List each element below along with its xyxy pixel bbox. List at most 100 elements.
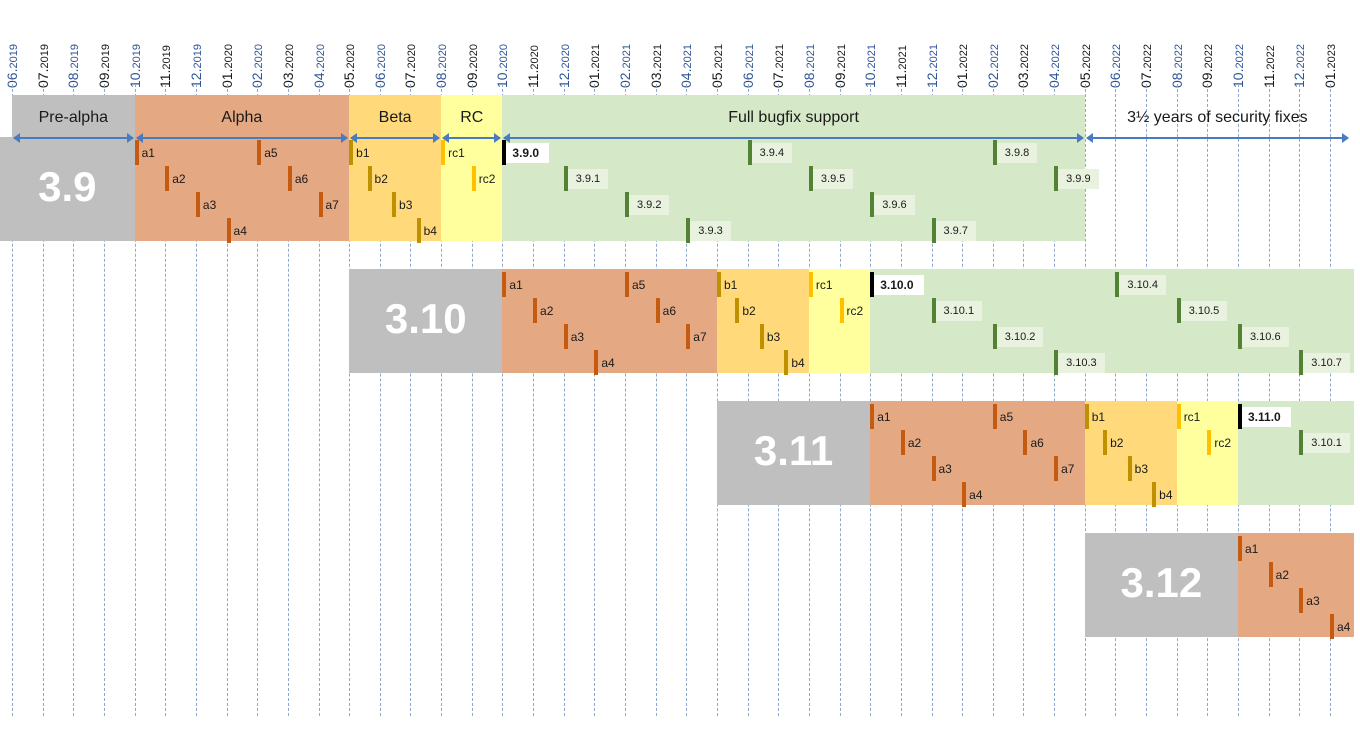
- phase-band-bugfix: [502, 137, 1085, 241]
- release-label: a1: [877, 410, 891, 424]
- release-label: a6: [662, 304, 676, 318]
- month-label: 09.2019: [94, 4, 114, 88]
- release-label: b4: [1159, 488, 1173, 502]
- month-year: 2022: [1142, 44, 1155, 69]
- month-label: 10.2019: [125, 4, 145, 88]
- release-tick: [900, 430, 905, 455]
- month-year: 2022: [1019, 44, 1032, 69]
- month-gridline: [747, 84, 749, 716]
- release-tick: [1115, 272, 1120, 297]
- month-year: 2021: [774, 44, 787, 69]
- phase-header-band: [502, 95, 1085, 137]
- release-label: 3.10.7: [1303, 353, 1350, 373]
- phase-label: Pre-alpha: [38, 109, 108, 126]
- month-label: 08.2019: [63, 4, 83, 88]
- month-gridline: [686, 84, 688, 716]
- month-year: 2021: [835, 44, 848, 69]
- month-label: 09.2021: [830, 4, 850, 88]
- release-tick: [1299, 588, 1304, 613]
- phase-band-beta: [1084, 401, 1177, 505]
- release-tick: [416, 218, 421, 243]
- release-label: a4: [601, 356, 615, 370]
- version-number: 3.11: [753, 427, 834, 474]
- release-tick: [808, 166, 813, 191]
- release-label: 3.9.2: [629, 195, 670, 215]
- release-label: 3.10.3: [1058, 353, 1105, 373]
- release-label: a3: [938, 462, 952, 476]
- month-gridline: [195, 84, 197, 716]
- month-gridline: [12, 84, 13, 716]
- month-year: 2022: [1264, 45, 1277, 70]
- release-label: a6: [294, 172, 309, 186]
- release-tick: [870, 404, 875, 429]
- release-label: b3: [766, 330, 781, 344]
- release-tick: [992, 324, 997, 349]
- month-label: 12.2022: [1289, 4, 1309, 88]
- phase-band-alpha: [1238, 533, 1355, 637]
- phase-span-arrow: [13, 133, 134, 143]
- month-gridline: [1268, 84, 1270, 716]
- month-label: 01.2023: [1320, 4, 1340, 88]
- month-year: 2021: [682, 44, 695, 69]
- month-label: 07.2019: [33, 4, 53, 88]
- month-year: 2019: [99, 44, 112, 69]
- release-label: rc1: [1183, 410, 1201, 424]
- month-label: 08.2022: [1167, 4, 1187, 88]
- month-gridline: [594, 84, 596, 716]
- release-tick: [1238, 324, 1242, 349]
- release-label: b1: [1091, 410, 1106, 424]
- release-label: a2: [172, 172, 186, 186]
- release-label: a1: [1245, 542, 1259, 556]
- month-gridline: [1146, 84, 1148, 716]
- month-gridline: [1176, 84, 1178, 716]
- month-label: 12.2019: [186, 4, 206, 88]
- month-gridline: [1084, 84, 1086, 716]
- month-year: 2022: [1203, 44, 1216, 69]
- release-tick: [870, 192, 875, 217]
- version-number: 3.10: [384, 295, 467, 342]
- month-year: 2021: [743, 44, 756, 69]
- month-year: 2021: [590, 44, 603, 69]
- release-tick: [1127, 456, 1132, 481]
- month-year: 2020: [529, 45, 542, 70]
- release-tick: [747, 140, 752, 165]
- release-label: 3.9.6: [874, 195, 915, 215]
- release-label: 3.9.8: [996, 143, 1038, 163]
- version-number: 3.12: [1120, 559, 1203, 606]
- release-label: a5: [632, 278, 646, 292]
- phase-header-band: [134, 95, 350, 137]
- month-label: 06.2020: [370, 4, 390, 88]
- month-year: 2022: [1172, 44, 1185, 69]
- release-label: rc2: [1214, 436, 1232, 450]
- month-label: 11.2022: [1259, 4, 1279, 88]
- release-label: 3.10.6: [1242, 327, 1289, 347]
- month-year: 2020: [498, 44, 511, 69]
- month-label: 10.2021: [860, 4, 880, 88]
- phase-band-grey: [716, 401, 871, 505]
- release-label: b1: [356, 146, 370, 160]
- month-gridline: [625, 84, 626, 716]
- phase-span-arrow: [1085, 133, 1350, 143]
- month-gridline: [410, 84, 412, 716]
- month-gridline: [839, 84, 841, 716]
- release-tick: [1152, 482, 1157, 507]
- month-label: 03.2020: [278, 4, 298, 88]
- month-gridline: [1115, 84, 1117, 716]
- month-label: 03.2022: [1013, 4, 1033, 88]
- month-gridline: [1329, 84, 1331, 716]
- month-gridline: [226, 84, 228, 716]
- release-label: a1: [509, 278, 523, 292]
- release-tick: [1329, 614, 1334, 639]
- phase-header-band: [441, 95, 503, 137]
- month-gridline: [870, 84, 872, 716]
- month-label: 04.2022: [1044, 4, 1064, 88]
- release-tick: [839, 298, 844, 323]
- month-gridline: [808, 84, 810, 716]
- month-year: 2020: [406, 44, 419, 69]
- release-tick: [625, 192, 629, 217]
- phase-band-alpha: [502, 269, 717, 373]
- month-year: 2021: [712, 44, 725, 69]
- phase-label: Full bugfix support: [728, 109, 859, 126]
- phase-span-arrow: [350, 133, 441, 143]
- month-label: 07.2020: [400, 4, 420, 88]
